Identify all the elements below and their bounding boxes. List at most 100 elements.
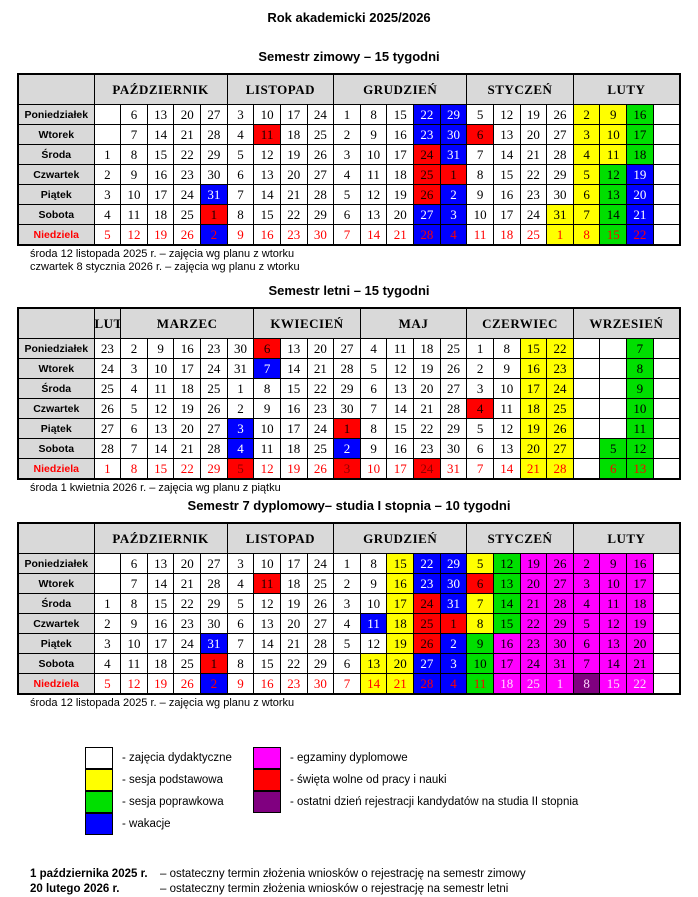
calendar-cell: 15 (519, 338, 548, 359)
calendar-cell: 28 (306, 184, 335, 205)
calendar-cell: 19 (626, 164, 654, 185)
calendar-cell: 1 (333, 418, 361, 439)
calendar-cell: 10 (359, 458, 388, 480)
calendar-cell: 10 (599, 124, 627, 145)
calendar-cell: 23 (93, 338, 122, 359)
calendar-cell (572, 358, 601, 379)
legend-label: - ostatni dzień rejestracji kandydatów n… (290, 796, 579, 808)
day-label: Poniedziałek (17, 104, 95, 125)
day-label: Niedziela (17, 673, 95, 695)
calendar-cell: 27 (200, 418, 228, 439)
calendar-cell (599, 418, 627, 439)
calendar-cell: 9 (599, 553, 627, 574)
legend-item: - ostatni dzień rejestracji kandydatów n… (253, 790, 579, 813)
calendar-cell (572, 458, 601, 480)
calendar-cell: 10 (120, 633, 148, 654)
calendar-cell: 22 (519, 164, 548, 185)
calendar-cell: 19 (626, 613, 654, 634)
calendar-cell: 22 (519, 613, 548, 634)
calendar-cell: 8 (492, 338, 521, 359)
footer-line: 20 lutego 2026 r. – ostateczny termin zło… (30, 882, 698, 897)
calendar-cell: 9 (492, 358, 521, 379)
calendar-cell: 20 (626, 184, 654, 205)
calendar-cell: 1 (200, 204, 228, 225)
calendar-cell: 11 (146, 378, 175, 399)
calendar-cell: 24 (306, 104, 335, 125)
calendar-cell (93, 573, 122, 594)
calendar-cell: 10 (626, 398, 654, 419)
calendar-cell: 7 (359, 398, 388, 419)
calendar-cell: 4 (466, 398, 494, 419)
calendar-cell: 11 (492, 398, 521, 419)
calendar-cell: 19 (519, 553, 548, 574)
calendar-cell: 29 (333, 378, 361, 399)
calendar-cell: 9 (466, 184, 494, 205)
calendar-cell: 19 (519, 104, 548, 125)
calendar-cell: 18 (173, 378, 201, 399)
calendar-cell: 12 (120, 224, 148, 246)
calendar-cell: 14 (599, 204, 627, 225)
calendar-cell: 16 (492, 633, 521, 654)
calendar-cell: 13 (599, 633, 627, 654)
calendar-cell (599, 338, 627, 359)
calendar-cell: 22 (413, 418, 441, 439)
calendar-cell: 25 (173, 204, 201, 225)
calendar-cell: 28 (546, 593, 574, 614)
month-header: MARZEC (120, 307, 255, 339)
calendar-cell: 3 (439, 204, 468, 225)
calendar-cell: 5 (226, 458, 255, 480)
legend-item: - wakacje (85, 812, 232, 835)
calendar-cell: 19 (146, 224, 175, 246)
calendar-cell: 17 (386, 144, 414, 165)
calendar-cell (652, 378, 681, 399)
calendar-cell: 27 (413, 653, 441, 674)
calendar-cell: 21 (306, 358, 335, 379)
legend-swatch-icon (85, 746, 113, 769)
calendar-cell: 15 (599, 224, 627, 246)
calendar-cell: 15 (253, 204, 281, 225)
calendar-cell: 8 (572, 673, 601, 695)
legend-item: - sesja podstawowa (85, 768, 232, 791)
calendar-cell: 2 (439, 184, 468, 205)
calendar-cell: 22 (173, 144, 201, 165)
calendar-cell: 11 (253, 573, 281, 594)
calendar-cell: 19 (279, 144, 308, 165)
calendar-cell: 12 (492, 418, 521, 439)
calendar-cell: 4 (572, 144, 601, 165)
calendar-cell: 16 (386, 124, 414, 145)
page-title: Rok akademicki 2025/2026 (267, 10, 431, 25)
calendar-cell: 12 (253, 144, 281, 165)
month-header: WRZESIEŃ (572, 307, 681, 339)
calendar-cell: 4 (226, 438, 255, 459)
calendar-cell: 16 (519, 358, 548, 379)
calendar-cell (652, 438, 681, 459)
calendar-cell: 13 (359, 204, 388, 225)
calendar-cell: 12 (359, 184, 388, 205)
calendar-cell: 4 (439, 224, 468, 246)
calendar-cell: 27 (306, 164, 335, 185)
calendar-cell: 15 (386, 104, 414, 125)
calendar-cell: 8 (253, 378, 281, 399)
calendar-cell: 1 (333, 553, 361, 574)
calendar-cell: 18 (519, 398, 548, 419)
day-label: Piątek (17, 418, 95, 439)
calendar-cell: 24 (173, 633, 201, 654)
calendar-cell: 2 (439, 633, 468, 654)
calendar-cell: 12 (146, 398, 175, 419)
calendar-cell: 30 (200, 613, 228, 634)
calendar-cell: 13 (146, 418, 175, 439)
calendar-cell: 25 (519, 673, 548, 695)
calendar-cell: 25 (173, 653, 201, 674)
calendar-cell: 8 (120, 458, 148, 480)
calendar-cell: 17 (146, 184, 175, 205)
calendar-cell: 9 (466, 633, 494, 654)
calendar-cell: 21 (386, 224, 414, 246)
calendar-cell: 3 (226, 104, 255, 125)
calendar-cell: 24 (413, 458, 441, 480)
calendar-cell: 22 (279, 653, 308, 674)
calendar-cell: 11 (466, 673, 494, 695)
legend-item: - sesja poprawkowa (85, 790, 232, 813)
calendar-cell: 7 (120, 124, 148, 145)
calendar-cell: 14 (359, 224, 388, 246)
calendar-cell: 26 (200, 398, 228, 419)
